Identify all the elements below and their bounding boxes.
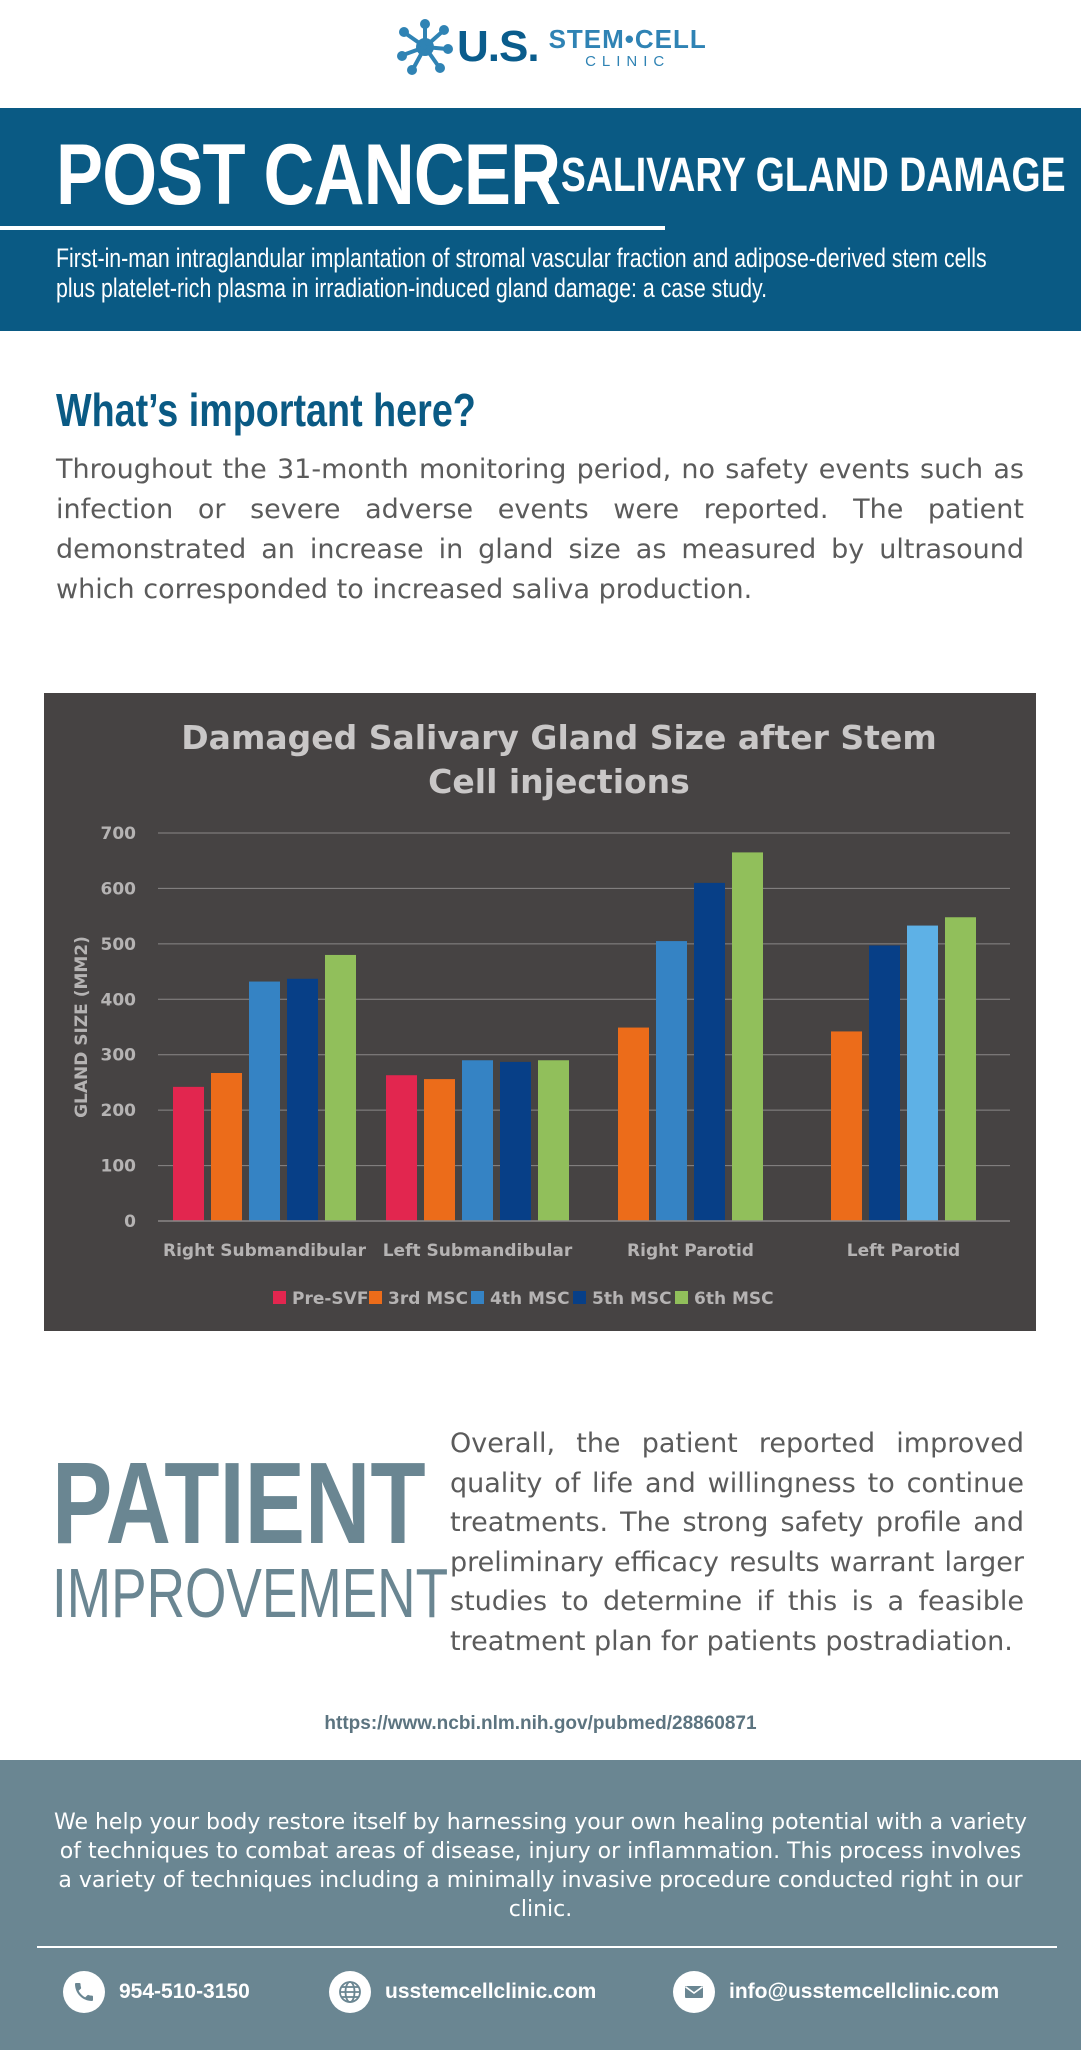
- y-tick-label: 600: [101, 879, 137, 899]
- chart-canvas: Damaged Salivary Gland Size after Stem Ce…: [72, 718, 1010, 1309]
- footer: We help your body restore itself by harn…: [0, 1760, 1081, 2050]
- y-tick-label: 200: [101, 1101, 137, 1121]
- y-tick-label: 100: [101, 1157, 137, 1177]
- x-category-label: Right Submandibular: [163, 1241, 367, 1261]
- legend-swatch: [471, 1291, 484, 1304]
- y-tick-label: 700: [101, 824, 137, 844]
- contact-email[interactable]: info@usstemcellclinic.com: [673, 1970, 999, 2014]
- bar-6th-msc-1: [538, 1060, 569, 1221]
- bar-pre-svf-1: [386, 1075, 417, 1221]
- chart-title-line: Cell injections: [428, 762, 690, 801]
- title-banner: POST CANCER - SALIVARY GLAND DAMAGE Firs…: [0, 108, 1081, 331]
- phone-number: 954-510-3150: [119, 1980, 250, 2003]
- bar-4th-msc-2: [656, 941, 687, 1221]
- source-link[interactable]: https://www.ncbi.nlm.nih.gov/pubmed/2886…: [324, 1713, 757, 1734]
- study-description: First-in-man intraglandular implantation…: [56, 243, 987, 303]
- bar-4th-msc-1: [462, 1060, 493, 1221]
- bar-5th-msc-0: [287, 978, 318, 1221]
- stem-cell-logo-icon: [397, 19, 453, 75]
- logo-us-text: U.S.: [457, 22, 540, 71]
- gland-size-chart: Damaged Salivary Gland Size after Stem Ce…: [44, 693, 1036, 1331]
- bar-5th-msc-3: [869, 945, 900, 1221]
- bar-3rd-msc-2: [618, 1027, 649, 1221]
- legend-swatch: [675, 1291, 688, 1304]
- bar-4th-msc-0: [249, 981, 280, 1221]
- logo[interactable]: U.S. STEM•CELL CLINIC: [395, 12, 707, 82]
- legend-swatch: [273, 1291, 286, 1304]
- email-address: info@usstemcellclinic.com: [729, 1980, 1000, 2003]
- y-tick-label: 500: [101, 935, 137, 955]
- y-tick-label: 300: [101, 1046, 137, 1066]
- y-tick-label: 0: [124, 1212, 136, 1232]
- bar-3rd-msc-0: [211, 1073, 242, 1221]
- important-paragraph: Throughout the 31-month monitoring perio…: [56, 454, 1024, 605]
- x-category-label: Right Parotid: [627, 1241, 754, 1261]
- banner-divider: [0, 226, 665, 230]
- legend-label: 6th MSC: [694, 1289, 774, 1309]
- legend-label: 3rd MSC: [388, 1289, 468, 1309]
- legend-label: Pre-SVF: [292, 1289, 368, 1309]
- bar-6th-msc-3: [945, 917, 976, 1221]
- patient-heading: PATIENT: [52, 1438, 426, 1568]
- chart-title-line: Damaged Salivary Gland Size after Stem: [181, 718, 936, 757]
- bar-5th-msc-1: [500, 1061, 531, 1221]
- header-logo-area: U.S. STEM•CELL CLINIC: [0, 0, 1081, 108]
- legend-swatch: [369, 1291, 382, 1304]
- x-category-label: Left Parotid: [847, 1241, 960, 1261]
- contact-phone[interactable]: 954-510-3150: [63, 1970, 250, 2014]
- logo-clinic-text: CLINIC: [585, 52, 671, 70]
- legend-label: 5th MSC: [592, 1289, 672, 1309]
- page-title: POST CANCER: [56, 127, 561, 223]
- phone-icon: [63, 1971, 105, 2013]
- y-axis-label: GLAND SIZE (MM2): [72, 936, 92, 1118]
- mail-icon: [673, 1971, 715, 2013]
- logo-stem-cell-text: STEM•CELL: [548, 23, 707, 54]
- improvement-heading: IMPROVEMENT: [52, 1554, 449, 1632]
- improvement-paragraph: Overall, the patient reported improved q…: [450, 1428, 1024, 1657]
- bar-unlabeled-3: [907, 925, 938, 1221]
- footer-description: We help your body restore itself by harn…: [54, 1810, 1027, 1922]
- globe-icon: [329, 1971, 371, 2013]
- important-heading: What’s important here?: [56, 384, 476, 436]
- bar-6th-msc-0: [325, 954, 356, 1221]
- bar-3rd-msc-1: [424, 1079, 455, 1221]
- bar-3rd-msc-3: [831, 1031, 862, 1221]
- page-subtitle: - SALIVARY GLAND DAMAGE: [538, 149, 1066, 202]
- footer-divider: [37, 1946, 1057, 1948]
- y-tick-label: 400: [101, 990, 137, 1010]
- bar-5th-msc-2: [694, 882, 725, 1221]
- website-url: usstemcellclinic.com: [385, 1980, 597, 2003]
- bar-6th-msc-2: [732, 852, 763, 1221]
- bar-pre-svf-0: [173, 1086, 204, 1221]
- logo-wordmark: STEM•CELL CLINIC: [549, 26, 707, 69]
- legend-swatch: [573, 1291, 586, 1304]
- contact-website[interactable]: usstemcellclinic.com: [329, 1970, 596, 2014]
- x-category-label: Left Submandibular: [383, 1241, 573, 1261]
- legend-label: 4th MSC: [490, 1289, 570, 1309]
